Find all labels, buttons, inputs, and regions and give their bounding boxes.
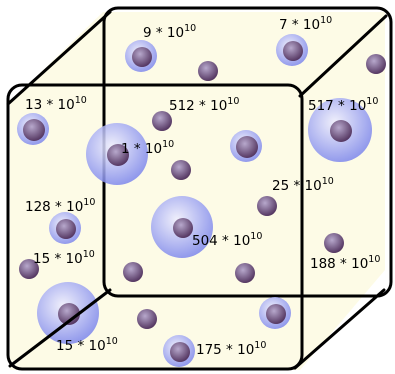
particle [163,335,195,367]
label-175e10: 175 * 1010 [196,340,266,358]
particle-core [58,303,80,325]
particle-core [170,342,190,362]
particle-core [257,196,277,216]
particle-core [107,144,129,166]
particle-core [132,47,152,67]
cube-connecting-edges [6,10,388,370]
particle-core [235,263,255,283]
particle-core [198,61,218,81]
particle [19,259,39,279]
particle [308,98,372,162]
label-7e10: 7 * 1010 [279,15,332,33]
particle-core [173,218,193,238]
particle-core [19,259,39,279]
particle [17,113,49,145]
label-512e10: 512 * 1010 [169,96,239,114]
particle [86,123,148,185]
particle-labels: 9 * 1010 7 * 1010 13 * 1010 512 * 1010 5… [25,15,380,358]
label-25e10: 25 * 1010 [272,176,334,194]
label-13e10: 13 * 1010 [25,95,87,113]
particle-core [236,136,258,158]
particle-core [171,160,191,180]
particle [324,233,344,253]
label-1e10: 1 * 1010 [121,139,174,157]
label-504e10: 504 * 1010 [192,231,262,249]
label-15e10-bottom: 15 * 1010 [56,336,118,354]
particle-core [366,54,386,74]
particle [259,297,291,329]
particle [151,196,213,258]
particle [235,263,255,283]
particle [198,61,218,81]
label-128e10: 128 * 1010 [25,197,95,215]
particles [17,34,386,367]
particle [230,130,262,162]
label-9e10: 9 * 1010 [143,23,196,41]
particle-core [283,41,303,61]
particle-core [56,219,76,239]
cube-front-face [6,83,304,371]
particle [123,262,143,282]
particle [37,282,99,344]
particle [137,309,157,329]
particle [257,196,277,216]
label-188e10: 188 * 1010 [310,254,380,272]
particle-core [324,233,344,253]
particle [366,54,386,74]
particle-core [123,262,143,282]
particle [276,34,308,66]
particle-core [137,309,157,329]
particle-core [330,120,352,142]
particle-core [23,119,45,141]
particle-core [152,111,172,131]
particle [49,212,81,244]
label-517e10: 517 * 1010 [308,96,378,114]
label-15e10-left: 15 * 1010 [33,249,95,267]
particle-core [266,304,286,324]
particle [171,160,191,180]
particle [125,40,157,72]
particle [152,111,172,131]
